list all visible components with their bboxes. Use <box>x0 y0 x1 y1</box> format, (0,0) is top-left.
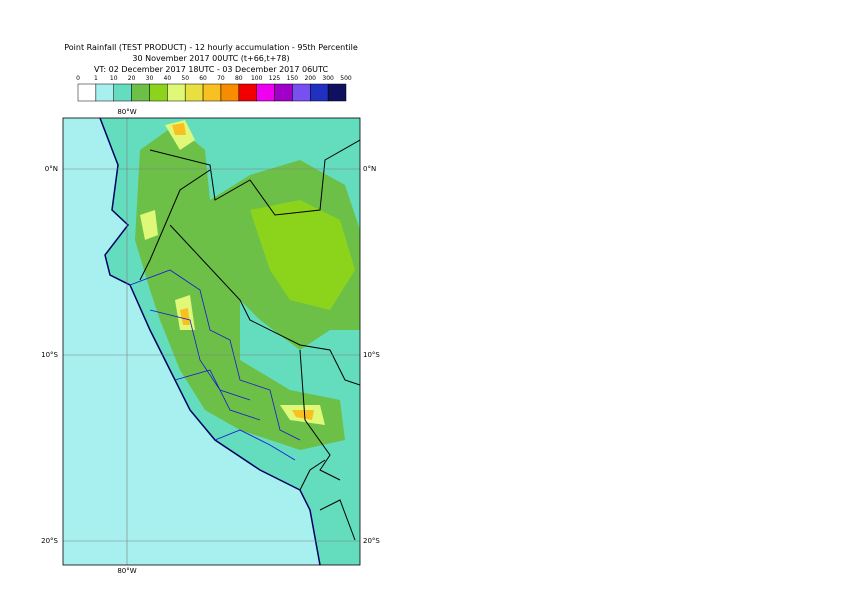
legend-label: 50 <box>181 75 189 82</box>
legend-label: 200 <box>305 75 317 82</box>
legend-label: 150 <box>287 75 299 82</box>
legend-label: 30 <box>146 75 154 82</box>
legend-swatch <box>113 83 132 102</box>
lat-label: 0°N <box>363 165 376 173</box>
legend-swatch <box>95 83 114 102</box>
run: 30 November 2017 00UTC (t+66,t+78) <box>132 54 289 63</box>
legend: 0 1 10 20 30 40 50 60 70 80 100 125 150 200 300 500 <box>76 75 352 102</box>
lat-label: 20°S <box>363 537 380 545</box>
legend-swatch <box>256 83 275 102</box>
legend-label: 80 <box>235 75 243 82</box>
legend-swatch <box>202 83 222 102</box>
legend-label: 125 <box>269 75 281 82</box>
legend-label: 20 <box>128 75 136 82</box>
legend-swatch <box>310 83 329 102</box>
legend-swatch <box>149 83 168 102</box>
legend-swatch <box>292 83 311 102</box>
legend-swatch <box>274 83 293 102</box>
graticule <box>63 118 360 565</box>
validity: VT: 02 December 2017 18UTC - 03 December… <box>94 65 328 74</box>
title: Point Rainfall (TEST PRODUCT) - 12 hourl… <box>64 43 358 52</box>
lon-label: 80°W <box>117 108 136 116</box>
legend-label: 300 <box>322 75 334 82</box>
legend-label: 60 <box>199 75 207 82</box>
lon-label: 80°W <box>117 567 136 575</box>
legend-label: 1 <box>94 75 98 82</box>
legend-label: 500 <box>340 75 352 82</box>
legend-label: 100 <box>251 75 263 82</box>
lat-label: 10°S <box>363 351 380 359</box>
legend-label: 40 <box>164 75 172 82</box>
legend-label: 70 <box>217 75 225 82</box>
map <box>63 118 360 565</box>
legend-swatch <box>220 83 240 102</box>
legend-swatch <box>238 83 257 102</box>
legend-swatch <box>184 83 204 102</box>
lat-label: 20°S <box>41 537 58 545</box>
lat-label: 10°S <box>41 351 58 359</box>
legend-label: 0 <box>76 75 80 82</box>
legend-swatch <box>327 83 347 102</box>
legend-swatch <box>131 83 150 102</box>
lat-label: 0°N <box>45 165 58 173</box>
legend-swatch <box>77 83 97 102</box>
legend-swatch <box>167 83 186 102</box>
legend-label: 10 <box>110 75 118 82</box>
map-frame <box>62 117 361 566</box>
